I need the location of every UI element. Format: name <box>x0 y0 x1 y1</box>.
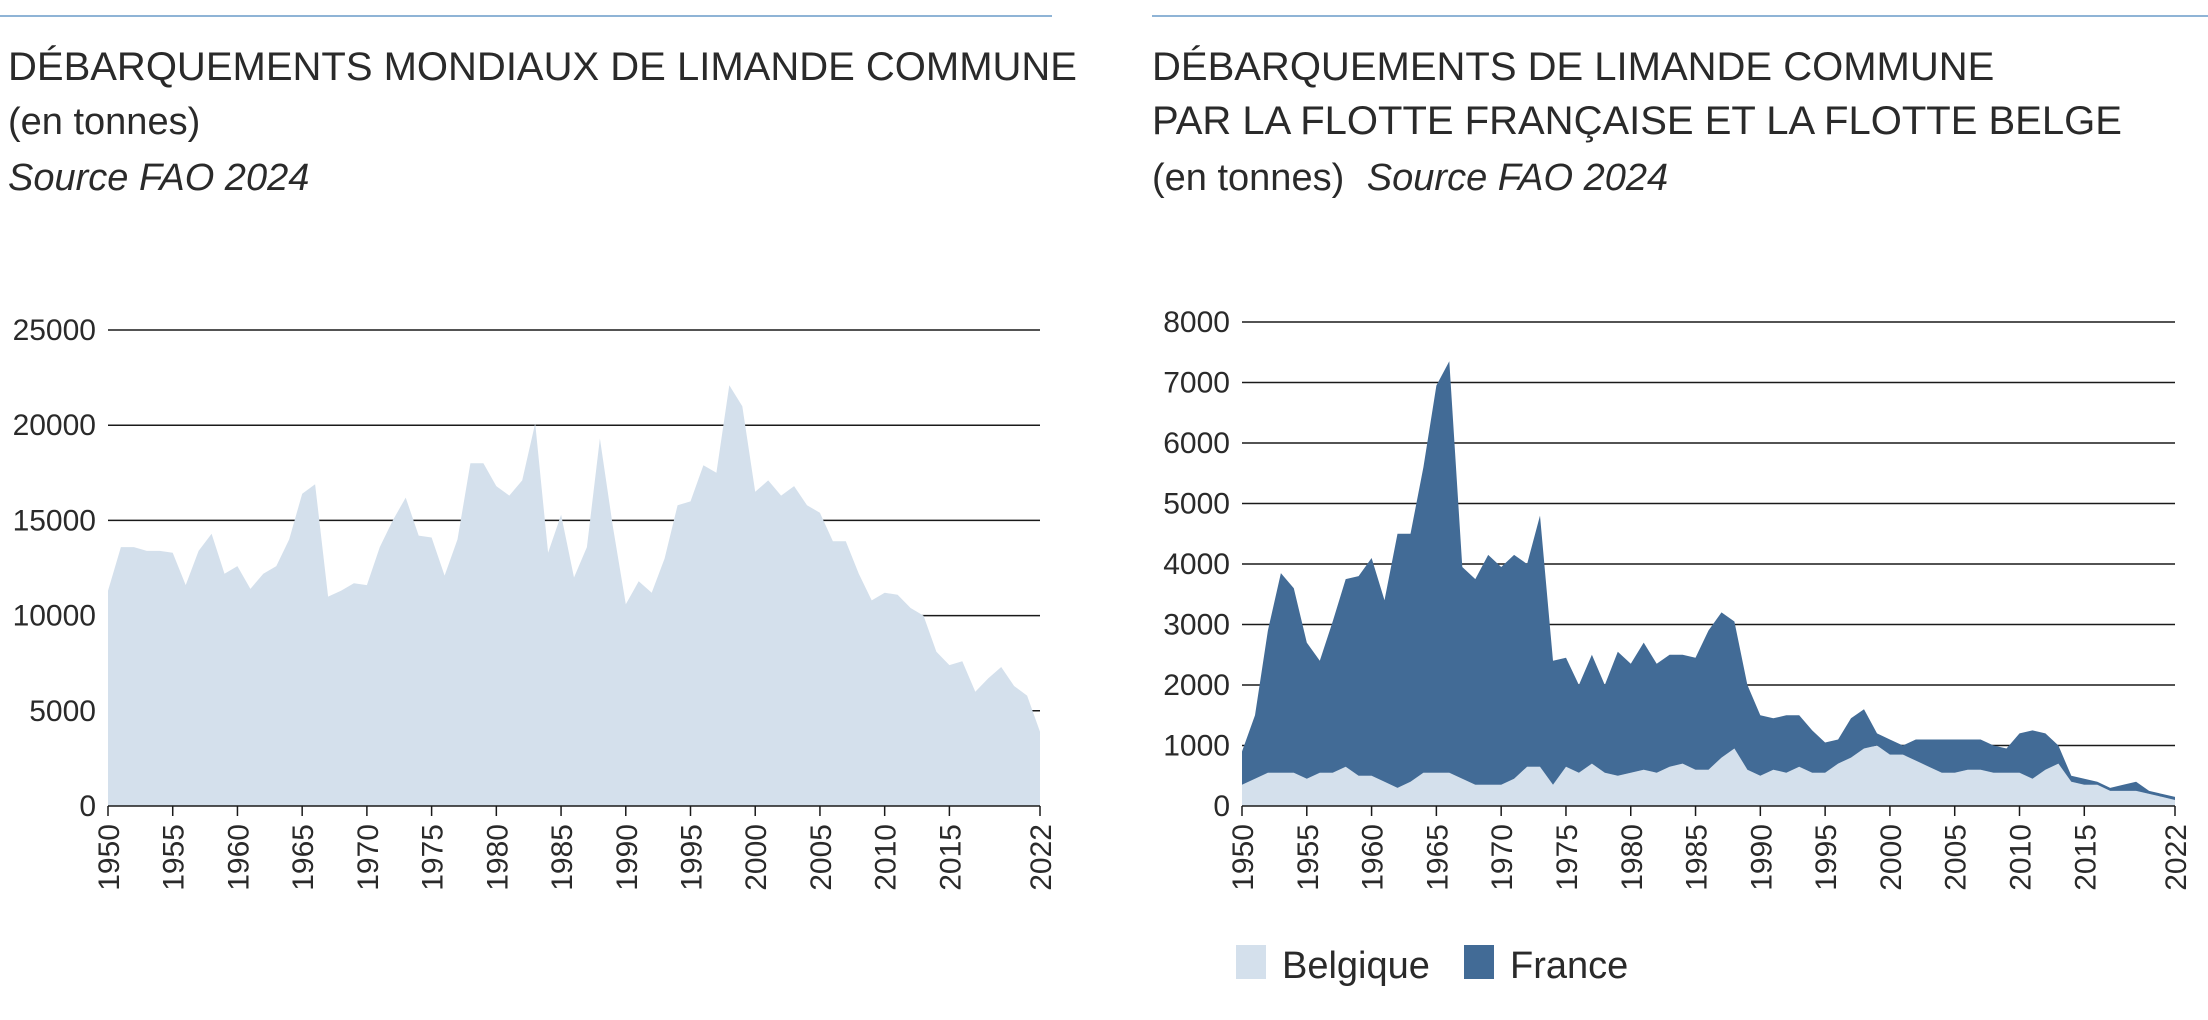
chart-1-x-tick-label: 1990 <box>611 824 644 891</box>
chart-1-title-line-1: DÉBARQUEMENTS MONDIAUX DE LIMANDE COMMUN… <box>8 44 1077 89</box>
chart-1-x-tick-label: 1955 <box>158 824 191 891</box>
chart-2-x-tick-label: 2005 <box>1940 824 1973 891</box>
chart-2-x-tick-label: 1955 <box>1292 824 1325 891</box>
chart-2-x-tick-label: 1985 <box>1681 824 1714 891</box>
chart-2-area-france <box>1242 361 2175 800</box>
chart-2-plot-area: 0 1000 2000 3000 4000 5000 6000 7000 8000 1950 195… <box>1163 306 2193 891</box>
chart-2-title-line-1: DÉBARQUEMENTS DE LIMANDE COMMUNE <box>1152 44 1994 89</box>
chart-2-x-tick-label: 1965 <box>1421 824 1454 891</box>
chart-2-y-tick-label: 5000 <box>1163 488 1230 521</box>
legend-swatch-france <box>1464 945 1494 979</box>
chart-1-x-tick-label: 1950 <box>93 824 126 891</box>
chart-2-x-tick-label: 2000 <box>1875 824 1908 891</box>
chart-2-x-tick-label: 2022 <box>2160 824 2193 891</box>
chart-2-source: Source FAO 2024 <box>1367 157 1668 199</box>
chart-2-y-tick-label: 7000 <box>1163 367 1230 400</box>
chart-2-x-tick-label: 1950 <box>1227 824 1260 891</box>
chart-1-x-tick-label: 2010 <box>870 824 903 891</box>
chart-2-y-tick-label: 4000 <box>1163 548 1230 581</box>
chart-2-area-belgique <box>1242 745 2175 806</box>
chart-2-x-tick-label: 1970 <box>1486 824 1519 891</box>
legend-swatch-belgique <box>1236 945 1266 979</box>
chart-1-x-tick-label: 1965 <box>287 824 320 891</box>
chart-2-x-tick-label: 2010 <box>2005 824 2038 891</box>
chart-2-title-line-2: PAR LA FLOTTE FRANÇAISE ET LA FLOTTE BEL… <box>1152 99 2122 143</box>
chart-1-y-tick-label: 20000 <box>13 409 96 442</box>
chart-2-x-tick-label: 1990 <box>1745 824 1778 891</box>
chart-1-source: Source FAO 2024 <box>8 157 309 199</box>
chart-1-area-landings <box>108 385 1040 806</box>
chart-1-y-tick-label: 25000 <box>13 314 96 347</box>
chart-1-x-tick-label: 1970 <box>352 824 385 891</box>
chart-1-x-tick-label: 2000 <box>740 824 773 891</box>
chart-1-x-tick-label: 2015 <box>934 824 967 891</box>
chart-1-y-tick-label: 10000 <box>13 600 96 633</box>
chart-1-plot-area: 0 5000 10000 15000 20000 25000 1950 1955 1960 196… <box>13 314 1058 891</box>
chart-2-y-tick-label: 2000 <box>1163 669 1230 702</box>
chart-2-unit: (en tonnes) <box>1152 157 1344 199</box>
chart-1-x-tick-label: 1980 <box>481 824 514 891</box>
chart-global-landings: DÉBARQUEMENTS MONDIAUX DE LIMANDE COMMUN… <box>0 15 1077 891</box>
chart-2-x-tick-label: 2015 <box>2069 824 2102 891</box>
legend-label-belgique: Belgique <box>1282 945 1430 987</box>
chart-1-x-tick-label: 1995 <box>676 824 709 891</box>
chart-1-y-tick-label: 5000 <box>29 695 96 728</box>
chart-2-x-tick-label: 1960 <box>1357 824 1390 891</box>
chart-2-subtitle: (en tonnes) Source FAO 2024 <box>1152 157 1668 199</box>
chart-2-x-tick-label: 1980 <box>1616 824 1649 891</box>
chart-2-y-tick-label: 0 <box>1213 790 1230 823</box>
chart-2-legend: Belgique France <box>1236 945 1628 987</box>
chart-france-belgium-landings: DÉBARQUEMENTS DE LIMANDE COMMUNE PAR LA … <box>1152 15 2208 987</box>
chart-1-x-tick-label: 1975 <box>417 824 450 891</box>
chart-2-x-tick-label: 1975 <box>1551 824 1584 891</box>
chart-2-y-tick-label: 6000 <box>1163 427 1230 460</box>
chart-1-x-tick-label: 2005 <box>805 824 838 891</box>
chart-2-x-tick-label: 1995 <box>1810 824 1843 891</box>
chart-1-y-tick-label: 15000 <box>13 504 96 537</box>
chart-2-y-tick-label: 1000 <box>1163 730 1230 763</box>
chart-1-x-tick-label: 2022 <box>1025 824 1058 891</box>
chart-1-x-tick-label: 1960 <box>222 824 255 891</box>
chart-1-title-line-2: (en tonnes) <box>8 101 200 143</box>
legend-label-france: France <box>1510 945 1628 987</box>
chart-2-y-tick-label: 8000 <box>1163 306 1230 339</box>
chart-1-y-tick-label: 0 <box>79 790 96 823</box>
chart-2-y-tick-label: 3000 <box>1163 609 1230 642</box>
chart-1-x-tick-label: 1985 <box>546 824 579 891</box>
